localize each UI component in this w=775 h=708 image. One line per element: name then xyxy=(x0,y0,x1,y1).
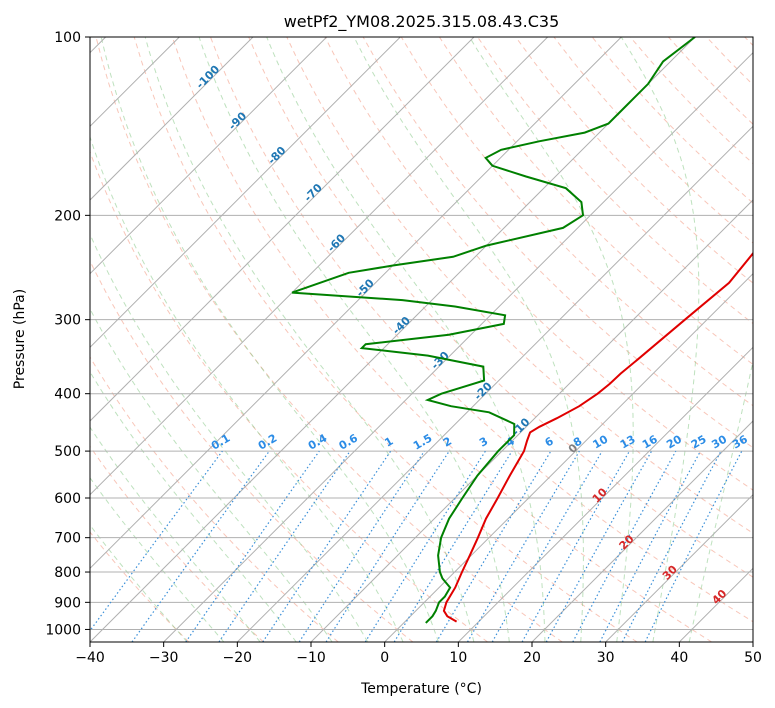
moist-adiabat-line xyxy=(90,524,188,642)
isotherm-line xyxy=(457,346,753,642)
moist-adiabat-line xyxy=(90,232,369,642)
moist-adiabat-line xyxy=(90,370,297,642)
dry-adiabat-line xyxy=(515,37,753,284)
dry-adiabat-line xyxy=(248,37,753,578)
x-tick-label: 20 xyxy=(523,650,541,666)
y-tick-label: 400 xyxy=(54,387,81,403)
dry-adiabat-line xyxy=(90,356,339,642)
mixing-ratio-line xyxy=(393,450,513,642)
temperature-profile-line xyxy=(442,251,753,623)
isotherm-line xyxy=(310,199,753,642)
x-axis-label: Temperature (°C) xyxy=(360,681,482,697)
mixing-ratio-line xyxy=(298,450,425,642)
y-tick-label: 900 xyxy=(54,595,81,611)
dry-adiabat-line xyxy=(95,37,563,642)
isotherm-line xyxy=(90,37,549,496)
chart-title: wetPf2_YM08.2025.315.08.43.C35 xyxy=(284,12,560,32)
moist-adiabat-line xyxy=(353,37,584,642)
y-tick-label: 500 xyxy=(54,444,81,460)
mixing-ratio-line xyxy=(262,450,392,642)
x-tick-label: 10 xyxy=(449,650,467,666)
y-tick-label: 300 xyxy=(54,313,81,329)
dry-adiabat-line xyxy=(171,37,712,642)
moist-adiabat-line xyxy=(90,426,261,642)
dewpoint-profile-line xyxy=(291,37,696,624)
plot-area xyxy=(90,37,753,642)
y-axis-ticks: 100 200 300 400 500 600 700 800 900 1000 xyxy=(45,30,90,638)
moist-adiabat-line xyxy=(100,37,439,642)
x-tick-label: −10 xyxy=(296,650,326,666)
y-axis-label: Pressure (hPa) xyxy=(12,289,28,389)
dry-adiabat-line xyxy=(90,150,488,642)
mixing-ratio-line xyxy=(131,450,270,642)
mixing-ratio-line xyxy=(218,450,351,642)
dry-adiabat-line xyxy=(210,37,753,623)
y-tick-label: 600 xyxy=(54,491,81,507)
mixing-ratio-line xyxy=(644,450,743,642)
mixing-ratio-line xyxy=(521,450,631,642)
background-lines xyxy=(90,37,753,642)
x-tick-label: −40 xyxy=(75,650,105,666)
isotherm-line xyxy=(163,51,753,642)
isotherm-line xyxy=(605,493,753,642)
isotherm-line xyxy=(90,37,401,349)
mixing-ratio-line xyxy=(185,450,320,642)
mixing-ratio-line xyxy=(325,450,450,642)
moist-adiabat-line xyxy=(620,37,700,642)
y-tick-label: 200 xyxy=(54,208,81,224)
plot-frame xyxy=(89,36,754,643)
x-tick-label: −30 xyxy=(149,650,179,666)
x-tick-label: 50 xyxy=(744,650,762,666)
y-tick-label: 700 xyxy=(54,531,81,547)
dry-adiabat-line xyxy=(90,445,264,642)
x-tick-label: 40 xyxy=(670,650,688,666)
isotherm-line xyxy=(236,125,753,642)
isotherm-line xyxy=(90,37,328,275)
profile-lines xyxy=(291,37,753,624)
isotherm-line xyxy=(90,37,254,201)
isotherm-line xyxy=(90,37,696,642)
isotherm-line xyxy=(384,272,753,642)
dry-adiabat-line xyxy=(133,37,638,642)
mixing-ratio-line xyxy=(545,450,653,642)
isotherm-line xyxy=(531,420,753,642)
y-tick-label: 100 xyxy=(54,30,81,46)
isotherm-line xyxy=(90,37,622,570)
y-tick-label: 1000 xyxy=(45,622,81,638)
moist-adiabat-line xyxy=(90,476,225,642)
moist-adiabat-line xyxy=(90,135,404,642)
dry-adiabat-line xyxy=(400,37,753,407)
mixing-ratio-line xyxy=(572,450,677,642)
dry-adiabat-line xyxy=(438,37,753,366)
x-axis-ticks: −40 −30 −20 −10 0 10 20 30 40 50 xyxy=(75,642,762,666)
isotherm-line xyxy=(90,37,475,422)
x-tick-label: 30 xyxy=(597,650,615,666)
mixing-ratio-line xyxy=(90,450,223,632)
y-tick-label: 800 xyxy=(54,565,81,581)
moist-adiabat-line xyxy=(144,37,475,642)
x-tick-label: 0 xyxy=(380,650,389,666)
x-tick-label: −20 xyxy=(223,650,253,666)
dry-adiabat-line xyxy=(90,531,190,642)
moist-adiabat-line xyxy=(266,37,546,642)
